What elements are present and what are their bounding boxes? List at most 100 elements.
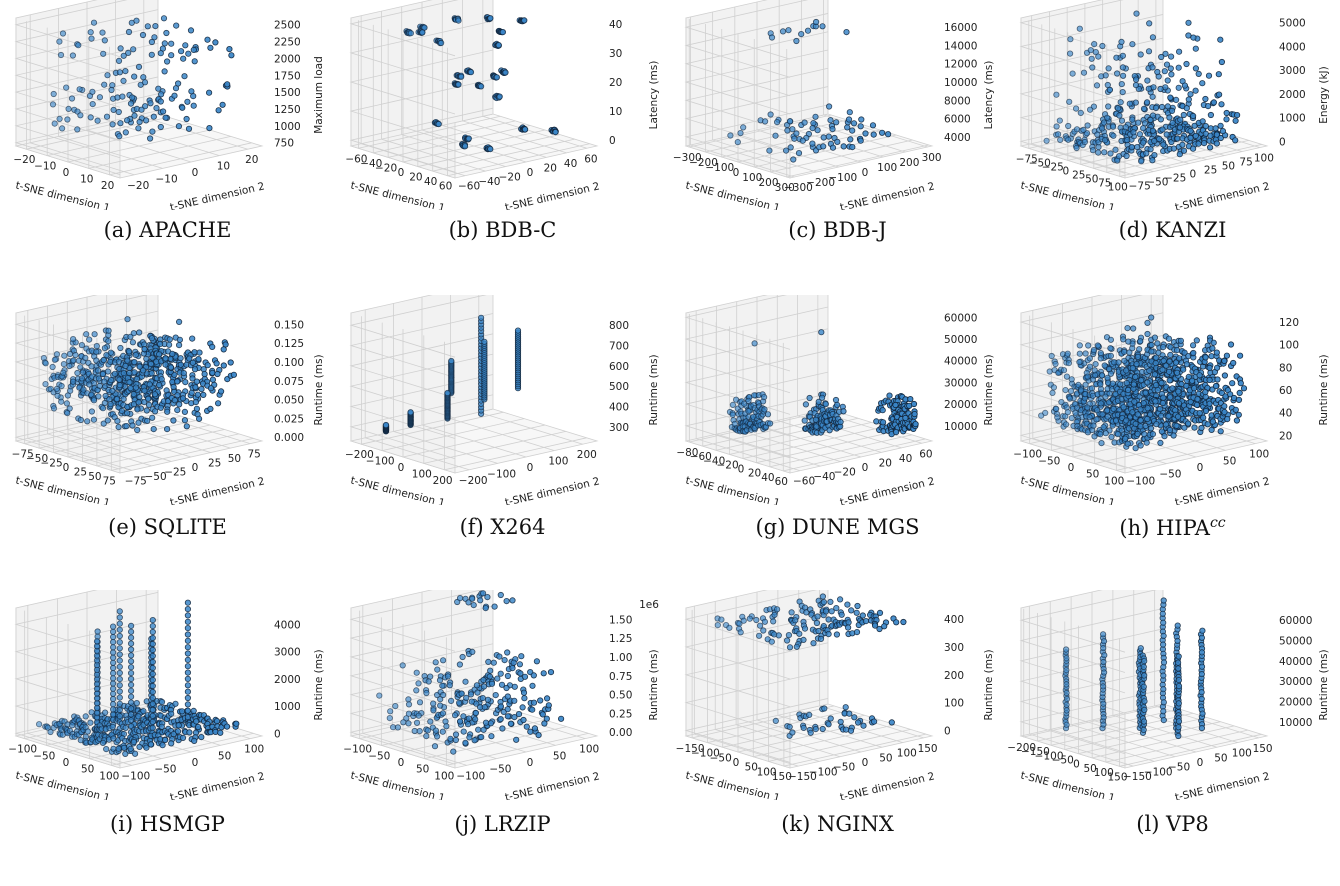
y-gridline [27, 605, 132, 766]
z-axis-label: Runtime (ms) [648, 649, 660, 720]
data-point [152, 22, 159, 30]
data-point [116, 620, 123, 627]
data-point [493, 74, 500, 81]
data-point [1054, 414, 1061, 421]
data-point [1194, 396, 1201, 403]
z-tick-label: 750 [274, 138, 294, 150]
caption-k: (k) NGINX [670, 812, 1005, 836]
data-point [191, 349, 198, 356]
data-point [817, 635, 825, 643]
data-point [486, 673, 493, 680]
x-gridline [1072, 329, 1216, 458]
data-point [859, 612, 866, 619]
z-tick-label: 0 [274, 728, 281, 740]
data-point [88, 35, 95, 42]
data-point [1183, 60, 1190, 68]
data-point [86, 336, 93, 343]
z-tick-label: 12000 [944, 59, 977, 71]
data-point [1100, 683, 1107, 690]
data-point [1147, 411, 1154, 418]
data-point [1123, 367, 1130, 374]
data-point [180, 370, 187, 377]
x-tick-label: −50 [1029, 157, 1051, 169]
data-point [1189, 377, 1196, 384]
z-tick-label: 1000 [274, 701, 301, 713]
data-point [814, 127, 821, 134]
x-tick-label: −80 [676, 447, 698, 459]
data-point [206, 89, 213, 96]
data-point [78, 341, 86, 349]
x-tick-label: 0 [63, 462, 70, 474]
data-point [1053, 405, 1060, 413]
data-point [511, 683, 518, 690]
x-tick-label: −20 [13, 154, 35, 166]
data-point [174, 407, 181, 414]
data-point [120, 77, 127, 85]
data-point [1134, 353, 1141, 361]
data-point [496, 653, 503, 660]
data-point [1141, 706, 1148, 714]
data-point [1093, 416, 1100, 423]
data-point [114, 418, 121, 425]
data-point [1144, 405, 1151, 412]
y-tick-label: −50 [833, 762, 855, 774]
data-point [183, 115, 190, 123]
data-point [35, 721, 43, 728]
data-point [136, 393, 143, 401]
data-point [176, 341, 183, 349]
subplot-f: −200 −100 0 100 200 −200 −100 0 100 200 300 400 500 6… [335, 295, 670, 590]
data-point [1170, 145, 1177, 152]
z-axis-label: Runtime (ms) [313, 354, 325, 425]
x-tick-label: −25 [41, 458, 63, 470]
data-point [460, 713, 467, 720]
data-point [1160, 141, 1167, 148]
data-point [854, 602, 861, 610]
y-tick-label: 10 [217, 161, 230, 173]
data-point [136, 329, 143, 336]
data-point [462, 739, 469, 746]
z-gridline [1019, 0, 1126, 56]
chart-e: −75−50−25 0 25 50 75 −75−50−25 0 25 50 750.0000.0… [12, 295, 325, 505]
data-point [1073, 105, 1080, 112]
data-point [1042, 409, 1049, 417]
data-point [117, 344, 124, 352]
data-point [59, 30, 67, 37]
data-point [484, 593, 491, 601]
x-gridline [1080, 36, 1223, 165]
y-tick-label: 60 [919, 448, 932, 460]
z-tick-label: 16000 [944, 22, 977, 34]
data-point [469, 648, 476, 656]
data-point [116, 382, 123, 389]
data-point [767, 111, 774, 118]
z-tick-label: 0.075 [274, 376, 304, 388]
x-tick-label: −50 [26, 453, 48, 465]
data-point [1165, 413, 1172, 420]
z-gridline [1019, 628, 1164, 694]
data-point [171, 92, 178, 99]
data-point [1107, 370, 1115, 377]
data-point [1160, 357, 1167, 365]
data-point [1179, 141, 1186, 148]
z-tick-label: 4000 [274, 619, 301, 631]
data-point [802, 401, 809, 408]
x-tick-label: −150 [676, 743, 705, 755]
y-tick-label: −75 [1129, 181, 1151, 193]
data-point [1104, 81, 1111, 89]
z-tick-label: 6000 [944, 114, 971, 126]
points-h [1038, 314, 1248, 452]
y-gridline [819, 590, 924, 739]
z-axis-label: Runtime (ms) [983, 354, 995, 425]
data-point [195, 355, 202, 363]
data-point [198, 734, 205, 741]
data-point [504, 706, 511, 713]
z-axis-label: Runtime (ms) [983, 649, 995, 720]
y-tick-label: −10 [156, 173, 178, 185]
y-tick-label: −60 [458, 181, 480, 193]
data-point [128, 699, 135, 706]
data-point [772, 132, 779, 139]
y-tick-label: 20 [544, 162, 557, 174]
x-tick-label: 50 [416, 764, 429, 776]
data-point [845, 116, 853, 123]
data-point [121, 744, 128, 751]
data-point [177, 361, 184, 368]
